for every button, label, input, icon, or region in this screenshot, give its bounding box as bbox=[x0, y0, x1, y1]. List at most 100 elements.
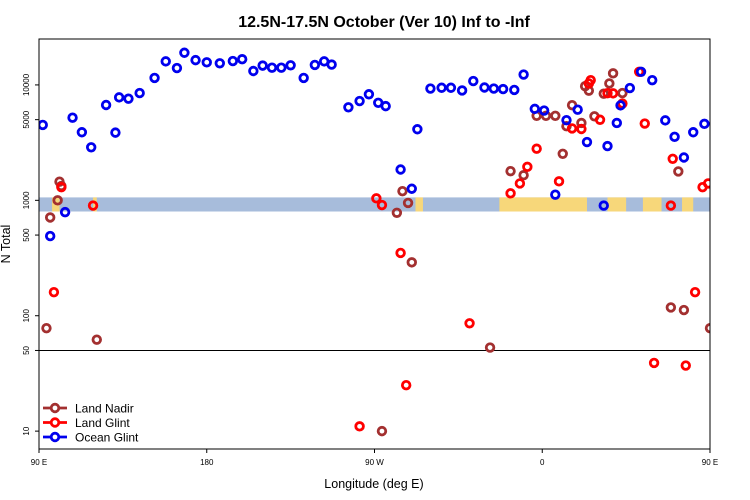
ocean-glint-point bbox=[598, 200, 609, 211]
ocean-glint-point bbox=[380, 100, 391, 112]
y-tick-label: 50 bbox=[22, 345, 31, 354]
land-glint-point bbox=[576, 123, 587, 135]
land-glint-point bbox=[505, 188, 516, 199]
ocean-glint-point bbox=[550, 189, 561, 200]
data-points bbox=[39, 47, 750, 437]
chart-title: 12.5N-17.5N October (Ver 10) Inf to -Inf bbox=[238, 14, 530, 31]
ocean-glint-point bbox=[39, 119, 48, 131]
ocean-glint-point bbox=[285, 60, 296, 71]
x-tick-label: 90 E bbox=[31, 458, 47, 467]
land-nadir-point bbox=[397, 185, 408, 197]
land-glint-point bbox=[680, 360, 691, 371]
land-nadir-point bbox=[376, 425, 388, 437]
land-glint-point bbox=[56, 181, 67, 193]
land-nadir-point bbox=[678, 304, 690, 316]
x-tick-label: 0 bbox=[540, 458, 545, 467]
y-tick-label: 100 bbox=[22, 309, 31, 323]
ocean-glint-point bbox=[44, 230, 56, 242]
y-tick-label: 10000 bbox=[22, 73, 31, 96]
land-nadir-point bbox=[518, 170, 529, 181]
land-glint-point bbox=[566, 123, 578, 134]
land-glint-point bbox=[714, 203, 722, 211]
ocean-glint-point bbox=[688, 127, 699, 138]
land-region bbox=[93, 197, 97, 212]
x-tick-label: 90 E bbox=[702, 458, 718, 467]
ocean-glint-point bbox=[298, 72, 309, 84]
legend-label-land-glint: Land Glint bbox=[75, 416, 130, 430]
land-glint-point bbox=[354, 421, 365, 432]
x-axis: 90 E 180 90 W 0 90 E bbox=[31, 449, 718, 467]
ocean-glint-point bbox=[529, 103, 540, 115]
legend-marker-ocean-glint bbox=[49, 431, 61, 443]
ocean-glint-point bbox=[190, 54, 201, 66]
land-nadir-point bbox=[550, 110, 561, 122]
land-nadir-point bbox=[673, 166, 684, 177]
land-glint-point bbox=[87, 200, 99, 211]
land-glint-point bbox=[553, 176, 565, 187]
land-nadir-point bbox=[719, 197, 727, 205]
land-glint-point bbox=[585, 74, 596, 86]
ocean-glint-point bbox=[354, 95, 365, 107]
land-glint-point bbox=[743, 202, 750, 210]
land-nadir-point bbox=[484, 342, 496, 353]
ocean-glint-point bbox=[85, 142, 97, 153]
land-glint-point bbox=[464, 318, 475, 329]
land-nadir-point bbox=[402, 197, 414, 209]
land-region bbox=[607, 197, 627, 212]
ocean-glint-point bbox=[669, 131, 680, 143]
y-tick-label: 10 bbox=[22, 426, 31, 435]
ocean-glint-point bbox=[326, 59, 337, 70]
ocean-glint-point bbox=[134, 87, 145, 99]
land-nadir-point bbox=[406, 257, 417, 268]
land-nadir-point bbox=[723, 182, 731, 190]
ocean-glint-point bbox=[497, 83, 509, 95]
ocean-glint-point bbox=[635, 66, 647, 77]
ocean-glint-point bbox=[110, 127, 121, 138]
ocean-glint-point bbox=[227, 55, 239, 67]
ocean-glint-point bbox=[436, 82, 447, 93]
ocean-glint-point bbox=[309, 59, 321, 71]
x-tick-label: 180 bbox=[200, 458, 214, 467]
land-region bbox=[415, 197, 423, 212]
ocean-glint-point bbox=[59, 206, 71, 218]
land-glint-point bbox=[395, 247, 406, 259]
ocean-glint-point bbox=[468, 75, 479, 87]
ocean-glint-point bbox=[214, 58, 225, 69]
land-nadir-point bbox=[557, 148, 568, 160]
y-tick-label: 5000 bbox=[22, 110, 31, 128]
y-axis: 10 50 100 500 1000 5000 10000 bbox=[22, 73, 39, 436]
ocean-glint-point bbox=[611, 117, 623, 129]
ocean-glint-point bbox=[113, 92, 125, 103]
ocean-glint-point bbox=[488, 83, 499, 94]
land-nadir-point bbox=[44, 212, 56, 223]
ocean-glint-point bbox=[363, 89, 375, 100]
ocean-glint-point bbox=[518, 69, 529, 80]
ocean-glint-point bbox=[149, 72, 160, 84]
land-nadir-point bbox=[576, 117, 587, 129]
y-tick-label: 500 bbox=[22, 228, 31, 242]
land-glint-point bbox=[648, 357, 660, 369]
ocean-glint-point bbox=[179, 47, 190, 58]
ocean-glint-point bbox=[395, 164, 406, 175]
legend-label-land-nadir: Land Nadir bbox=[75, 402, 134, 416]
ocean-glint-point bbox=[160, 56, 171, 67]
x-tick-label: 90 W bbox=[365, 458, 384, 467]
ocean-glint-point bbox=[581, 136, 593, 148]
land-glint-point bbox=[400, 380, 412, 391]
land-nadir-point bbox=[712, 214, 720, 222]
ocean-glint-point bbox=[257, 60, 268, 71]
y-tick-label: 1000 bbox=[22, 191, 31, 209]
land-nadir-point bbox=[41, 322, 52, 334]
land-nadir-point bbox=[391, 207, 403, 218]
land-glint-point bbox=[376, 199, 388, 211]
ocean-glint-point bbox=[721, 208, 729, 216]
land-glint-point bbox=[667, 153, 678, 164]
ocean-glint-point bbox=[248, 65, 259, 77]
ocean-glint-point bbox=[738, 128, 746, 136]
land-glint-point bbox=[594, 114, 606, 125]
ocean-glint-point bbox=[76, 127, 88, 138]
ocean-glint-point bbox=[67, 112, 78, 123]
ocean-glint-point bbox=[456, 85, 468, 96]
ocean-glint-point bbox=[572, 104, 583, 115]
ocean-glint-point bbox=[201, 57, 212, 68]
